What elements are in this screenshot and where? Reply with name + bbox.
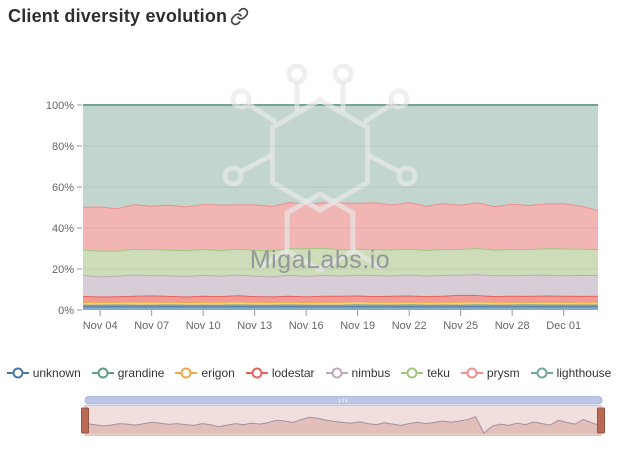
legend-item-unknown[interactable]: unknown <box>6 366 81 380</box>
series-area-lighthouse <box>83 105 598 210</box>
legend-marker-icon <box>175 367 198 379</box>
navigator-handle-right[interactable] <box>597 407 605 434</box>
legend-item-label: unknown <box>32 366 81 380</box>
legend-marker-icon <box>325 367 348 379</box>
x-axis-label: Nov 04 <box>83 320 118 332</box>
chart-areas <box>82 104 599 310</box>
legend-item-lodestar[interactable]: lodestar <box>245 366 315 380</box>
page-title: Client diversity evolution <box>8 6 249 27</box>
x-axis-label: Nov 28 <box>495 320 530 332</box>
watermark-text: MigaLabs.io <box>250 246 390 274</box>
legend-item-lighthouse[interactable]: lighthouse <box>530 366 612 380</box>
legend-item-label: lighthouse <box>556 366 612 380</box>
legend-marker-icon <box>91 367 114 379</box>
series-area-nimbus <box>83 274 598 297</box>
y-axis-label: 80% <box>52 141 74 153</box>
navigator-mask[interactable] <box>85 405 601 436</box>
series-area-prysm <box>83 202 598 251</box>
navigator[interactable] <box>0 392 618 444</box>
y-axis-label: 0% <box>58 305 74 317</box>
navigator-series-area <box>86 416 600 435</box>
navigator-handle-left[interactable] <box>81 407 89 434</box>
x-axis-label: Nov 25 <box>443 320 478 332</box>
legend-item-grandine[interactable]: grandine <box>91 366 165 380</box>
x-axis-label: Dec 01 <box>546 320 581 332</box>
page-title-text: Client diversity evolution <box>8 6 228 26</box>
legend-item-label: prysm <box>486 366 520 380</box>
x-axis-label: Nov 10 <box>186 320 221 332</box>
legend-item-label: teku <box>427 366 450 380</box>
legend-item-nimbus[interactable]: nimbus <box>325 366 391 380</box>
legend-item-prysm[interactable]: prysm <box>460 366 520 380</box>
legend-marker-icon <box>530 367 553 379</box>
x-axis-label: Nov 07 <box>134 320 169 332</box>
y-axis-label: 100% <box>46 100 74 112</box>
y-axis-label: 40% <box>52 223 74 235</box>
legend-item-label: nimbus <box>351 366 391 380</box>
series-area-teku <box>83 247 598 277</box>
legend-marker-icon <box>245 367 268 379</box>
legend-item-label: erigon <box>201 366 235 380</box>
navigator-series-line <box>85 416 601 434</box>
chart-axes: 0% 20% 40% 60% 80% 100% Nov 04 Nov 07 Nov 10 Nov … <box>46 100 598 332</box>
legend-item-erigon[interactable]: erigon <box>175 366 235 380</box>
link-icon[interactable] <box>230 7 249 26</box>
legend-item-label: lodestar <box>271 366 315 380</box>
legend: unknown grandine erigon lodestar nimbus … <box>0 366 618 380</box>
stacked-area-chart: 0% 20% 40% 60% 80% 100% Nov 04 Nov 07 Nov 10 Nov … <box>46 63 599 332</box>
legend-marker-icon <box>401 367 424 379</box>
legend-marker-icon <box>6 367 29 379</box>
legend-marker-icon <box>460 367 483 379</box>
y-axis-label: 60% <box>52 182 74 194</box>
migalabs-logo-watermark <box>222 63 418 273</box>
x-axis-label: Nov 13 <box>237 320 272 332</box>
legend-item-teku[interactable]: teku <box>401 366 450 380</box>
x-axis-label: Nov 22 <box>392 320 427 332</box>
y-axis-label: 20% <box>52 264 74 276</box>
x-axis-label: Nov 16 <box>289 320 324 332</box>
x-axis-label: Nov 19 <box>340 320 375 332</box>
legend-item-label: grandine <box>117 366 165 380</box>
